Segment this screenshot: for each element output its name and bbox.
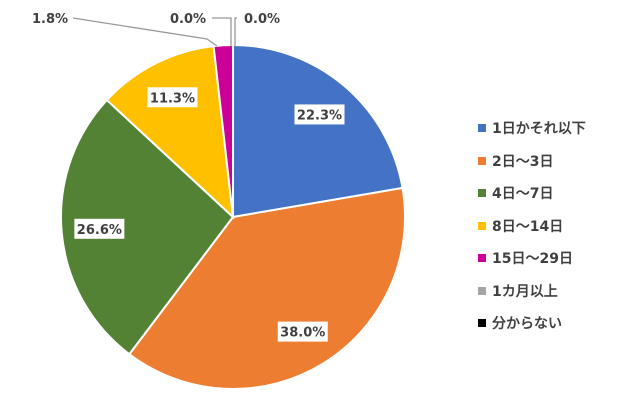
pie-slice-0	[232, 43, 404, 219]
data-label-4: 1.8%	[32, 12, 68, 27]
leader-line-4	[72, 17, 218, 47]
legend-swatch	[478, 221, 486, 230]
legend-item: 1カ月以上	[478, 275, 586, 308]
data-label-box-3	[147, 87, 198, 108]
data-label-5: 0.0%	[170, 12, 206, 27]
legend-item: 8日〜14日	[478, 210, 586, 243]
data-label-2: 26.6%	[77, 223, 122, 238]
legend-swatch	[478, 189, 486, 198]
legend-swatch	[478, 254, 486, 263]
data-label-box-1	[277, 321, 328, 342]
legend-item: 15日〜29日	[478, 242, 586, 275]
data-label-box-2	[74, 218, 125, 239]
data-label-3: 11.3%	[150, 91, 195, 106]
pie-slice-2	[60, 98, 235, 356]
data-label-1: 38.0%	[280, 326, 325, 341]
legend-label: 15日〜29日	[492, 251, 573, 268]
legend-swatch	[478, 286, 486, 295]
legend-swatch	[478, 124, 486, 133]
legend-swatch	[478, 319, 486, 328]
legend-label: 1カ月以上	[492, 283, 558, 300]
legend-label: 分からない	[492, 316, 562, 333]
legend-label: 4日〜7日	[492, 186, 554, 203]
legend-item: 4日〜7日	[478, 177, 586, 210]
data-label-box-0	[294, 104, 345, 125]
data-label-0: 22.3%	[297, 108, 342, 123]
pie-slice-4	[212, 43, 234, 218]
legend-label: 2日〜3日	[492, 153, 554, 170]
legend: 1日かそれ以下 2日〜3日 4日〜7日 8日〜14日 15日〜29日 1カ月以上分からない	[478, 112, 586, 340]
data-label-6: 0.0%	[244, 12, 280, 27]
legend-item: 分からない	[478, 307, 586, 340]
pie-slice-1	[127, 186, 406, 390]
leader-line-6	[234, 17, 237, 46]
pie-slice-3	[105, 44, 235, 220]
legend-item: 1日かそれ以下	[478, 112, 586, 145]
legend-swatch	[478, 156, 486, 165]
legend-label: 8日〜14日	[492, 218, 564, 235]
leader-line-5	[212, 17, 232, 46]
legend-item: 2日〜3日	[478, 145, 586, 178]
legend-label: 1日かそれ以下	[492, 121, 586, 138]
